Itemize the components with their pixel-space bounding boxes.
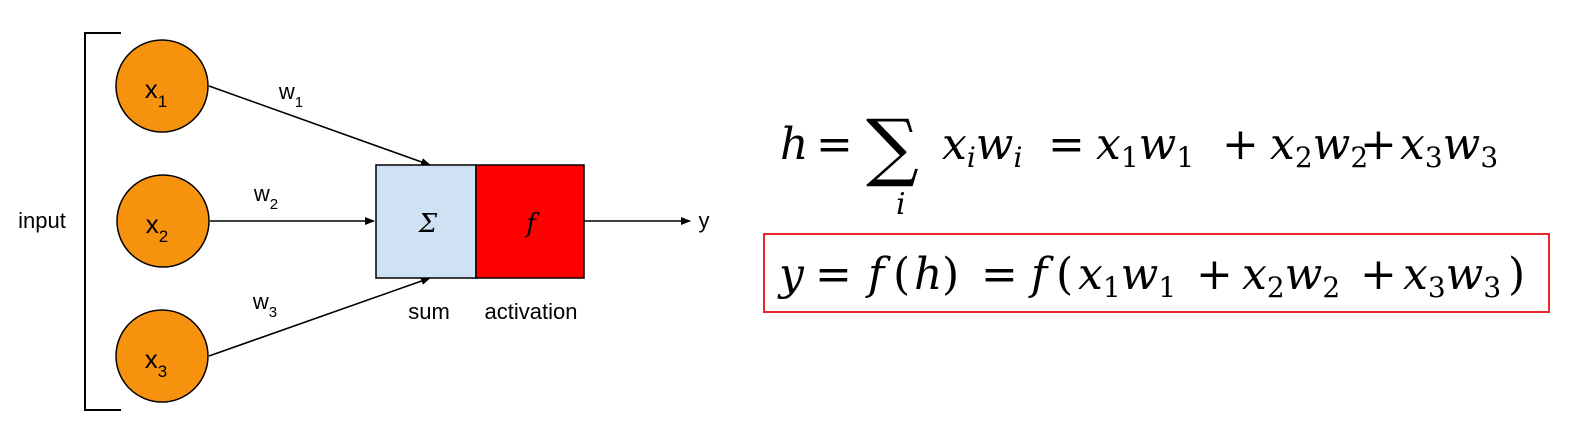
eq2-equals-2: =	[981, 249, 1018, 300]
weight-sub: 2	[270, 196, 278, 213]
term-sub: 3	[1483, 271, 1501, 304]
term-sub: 3	[1480, 141, 1498, 174]
highlight-box	[763, 233, 1550, 313]
term-var: x	[1270, 119, 1295, 170]
eq2-term-2: x2w2	[1242, 249, 1340, 304]
eq1-term-1: x1w1	[1096, 119, 1194, 174]
input-node-circle	[115, 39, 209, 133]
term-sub: 2	[1322, 271, 1340, 304]
eq2-open-paren: (	[893, 249, 910, 300]
weight-var: w	[253, 181, 270, 206]
term-sub: 1	[1158, 271, 1176, 304]
term-var: x	[1400, 119, 1425, 170]
term-var: w	[1446, 249, 1484, 300]
eq1-term-3: x3w3	[1400, 119, 1498, 174]
input-node-circle	[116, 174, 210, 268]
equation-h: h = ∑ i xiwi = x1w1 + x2w2 + x3w3	[780, 104, 1498, 222]
term-sub: 1	[1103, 271, 1121, 304]
term-var: w	[1285, 249, 1323, 300]
equation-y: y = f ( h ) = f ( x1w1 + x2w2 + x3w3 )	[777, 249, 1525, 304]
weight-sub: 3	[269, 304, 277, 321]
eq2-h: h	[914, 249, 942, 300]
eq2-term-1: x1w1	[1078, 249, 1176, 304]
weight-var: w	[252, 289, 269, 314]
connection-x3	[208, 277, 431, 357]
eq1-plus-2: +	[1360, 119, 1397, 170]
sum-label: sum	[408, 299, 450, 324]
input-var: x	[145, 74, 158, 104]
summation-sign: ∑	[866, 104, 919, 190]
term-sub: 2	[1350, 141, 1368, 174]
term-var: w	[1139, 119, 1177, 170]
term-sub: i	[967, 141, 976, 174]
activation-label: activation	[485, 299, 578, 324]
eq2-f-2: f	[1028, 249, 1054, 300]
term-sub: 3	[1428, 271, 1446, 304]
output-label: y	[699, 208, 710, 233]
term-sub: 1	[1176, 141, 1194, 174]
svg-text:x1: x1	[145, 74, 167, 111]
activation-box	[475, 164, 585, 279]
input-node-3: x3	[115, 309, 209, 403]
eq2-term-3: x3w3	[1403, 249, 1501, 304]
summation-index: i	[896, 187, 906, 222]
input-var: x	[146, 209, 159, 239]
term-var: x	[1096, 119, 1121, 170]
eq2-open-paren-2: (	[1056, 249, 1073, 300]
eq2-lhs: y	[777, 249, 805, 300]
input-node-2: x2	[116, 174, 210, 268]
eq2-equals: =	[815, 249, 852, 300]
term-var: w	[1443, 119, 1481, 170]
term-sub: i	[1013, 141, 1022, 174]
eq1-equals-2: =	[1048, 119, 1085, 170]
weight-label-2: w2	[253, 181, 278, 213]
input-var: x	[145, 344, 158, 374]
input-bracket	[84, 32, 121, 411]
weight-sub: 1	[295, 94, 303, 111]
eq2-plus-1: +	[1196, 249, 1233, 300]
term-var: x	[942, 119, 967, 170]
input-label: input	[18, 208, 66, 233]
sum-box	[375, 164, 477, 279]
eq2-close-paren: )	[942, 249, 959, 300]
input-sub: 3	[158, 362, 167, 381]
term-sub: 3	[1425, 141, 1443, 174]
term-var: x	[1242, 249, 1267, 300]
term-sub: 2	[1295, 141, 1313, 174]
input-node-1: x1	[115, 39, 209, 133]
weight-label-1: w1	[278, 79, 303, 111]
eq1-term-2: x2w2	[1270, 119, 1368, 174]
eq1-equals: =	[816, 119, 853, 170]
eq2-f: f	[865, 249, 891, 300]
input-sub: 1	[158, 92, 167, 111]
weight-label-3: w3	[252, 289, 277, 321]
eq2-close-paren-2: )	[1508, 249, 1525, 300]
term-var: w	[976, 119, 1014, 170]
term-var: w	[1121, 249, 1159, 300]
svg-text:x3: x3	[145, 344, 167, 381]
connection-x1	[208, 85, 431, 166]
sum-symbol: Σ	[418, 209, 438, 239]
term-var: w	[1313, 119, 1351, 170]
sum-term: xiwi	[942, 119, 1022, 174]
input-sub: 2	[159, 227, 168, 246]
term-var: x	[1403, 249, 1428, 300]
term-var: x	[1078, 249, 1103, 300]
eq1-lhs: h	[780, 119, 808, 170]
svg-text:x2: x2	[146, 209, 168, 246]
term-sub: 1	[1121, 141, 1139, 174]
input-node-circle	[115, 309, 209, 403]
term-sub: 2	[1267, 271, 1285, 304]
eq1-plus-1: +	[1222, 119, 1259, 170]
eq2-plus-2: +	[1360, 249, 1397, 300]
weight-var: w	[278, 79, 295, 104]
